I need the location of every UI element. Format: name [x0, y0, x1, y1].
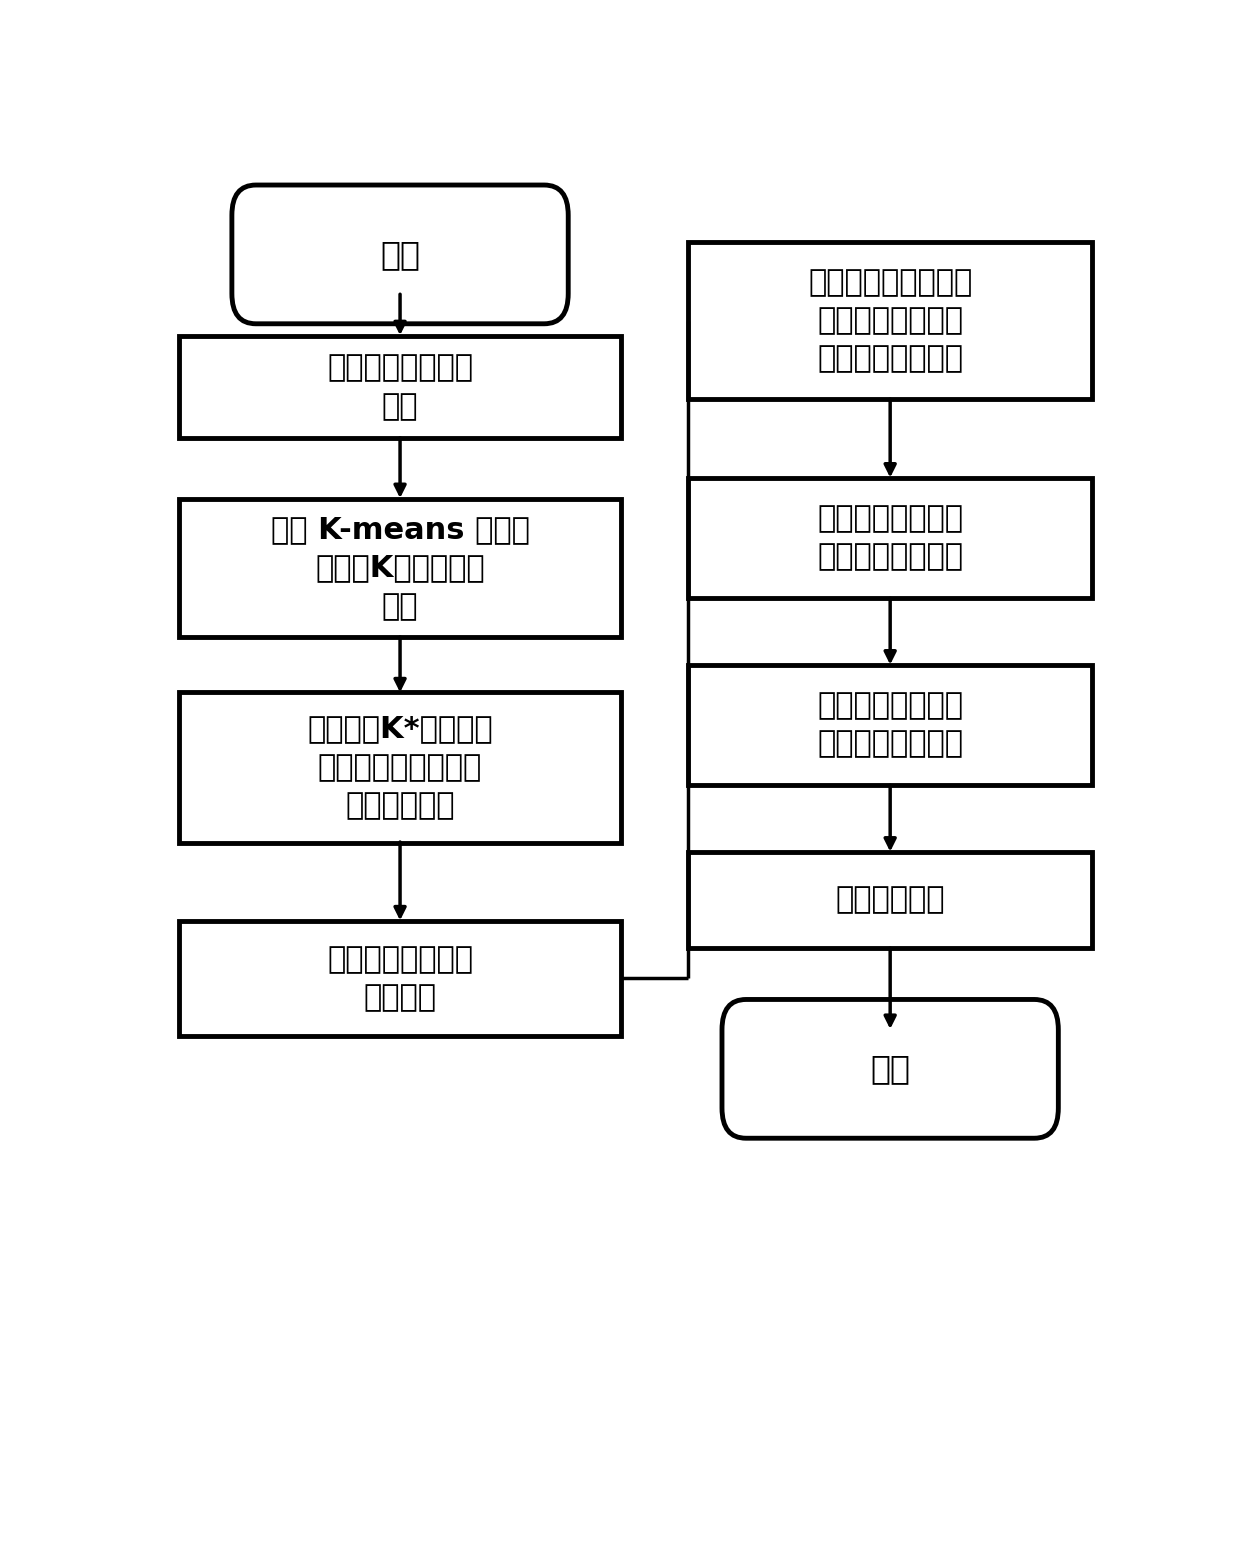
Text: 开始: 开始 — [379, 238, 420, 271]
Bar — [688, 243, 1092, 400]
FancyBboxPatch shape — [722, 1000, 1058, 1138]
Bar — [688, 664, 1092, 785]
Bar — [179, 691, 621, 843]
Text: 按照最优聚类结果，
每一分类分别建立
多元线性回归模型: 按照最优聚类结果， 每一分类分别建立 多元线性回归模型 — [808, 268, 972, 373]
Text: 进行 K-means 聚类，
并不同K値计算轮廓
系数: 进行 K-means 聚类， 并不同K値计算轮廓 系数 — [270, 516, 529, 621]
Text: 得到具体变量参数
以及多元回归公式: 得到具体变量参数 以及多元回归公式 — [817, 505, 963, 572]
Text: 结束: 结束 — [870, 1053, 910, 1086]
Text: 特征数据代入回归
公式，得到预测値: 特征数据代入回归 公式，得到预测値 — [817, 691, 963, 758]
Bar — [179, 335, 621, 439]
Bar — [179, 498, 621, 638]
Bar — [179, 921, 621, 1036]
Bar — [688, 851, 1092, 948]
Bar — [688, 478, 1092, 599]
FancyBboxPatch shape — [232, 185, 568, 324]
Text: 基础信息样本数据
读取: 基础信息样本数据 读取 — [327, 354, 472, 420]
Text: 得出最优聚类数并
进行分类: 得出最优聚类数并 进行分类 — [327, 945, 472, 1012]
Text: 分析预测结果: 分析预测结果 — [836, 885, 945, 915]
Text: 比较不同K*値的轮廓
系数値，选择轮廓系
数最大値分类: 比较不同K*値的轮廓 系数値，选择轮廓系 数最大値分类 — [308, 715, 492, 820]
